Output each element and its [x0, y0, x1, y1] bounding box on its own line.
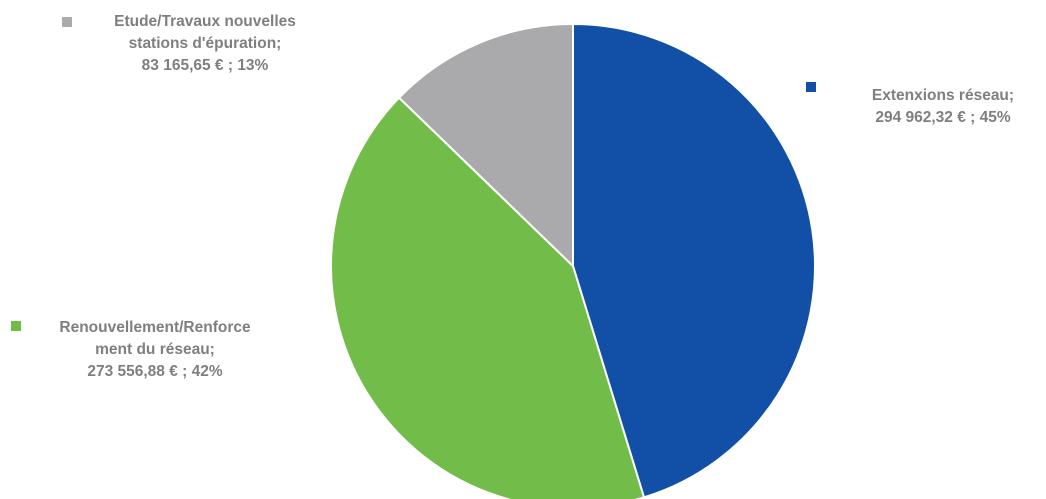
- slice-label-etude-line-1: Etude/Travaux nouvelles: [114, 13, 296, 30]
- pie-slice-extensions: [572, 22, 816, 499]
- slice-label-renouvellement-line-2: ment du réseau;: [95, 341, 215, 358]
- legend-swatch-etude: [62, 17, 72, 27]
- slice-label-renouvellement-line-1: Renouvellement/Renforce: [59, 319, 251, 336]
- slice-label-extensions-line-2: 294 962,32 € ; 45%: [875, 109, 1011, 126]
- slice-label-extensions: Extenxions réseau; 294 962,32 € ; 45%: [840, 85, 1046, 129]
- legend-swatch-renouvellement: [11, 321, 21, 331]
- slice-label-etude: Etude/Travaux nouvelles stations d'épura…: [80, 11, 330, 77]
- slice-label-extensions-line-1: Extenxions réseau;: [871, 87, 1015, 104]
- slice-label-renouvellement-line-3: 273 556,88 € ; 42%: [87, 363, 223, 380]
- legend-swatch-extensions: [806, 82, 816, 92]
- pie-slice-renouvellement: [330, 96, 646, 499]
- pie-slice-etude: [397, 22, 574, 269]
- slice-label-renouvellement: Renouvellement/Renforce ment du réseau; …: [30, 317, 280, 383]
- slice-label-etude-line-2: stations d'épuration;: [128, 35, 282, 52]
- slice-label-etude-line-3: 83 165,65 € ; 13%: [141, 57, 269, 74]
